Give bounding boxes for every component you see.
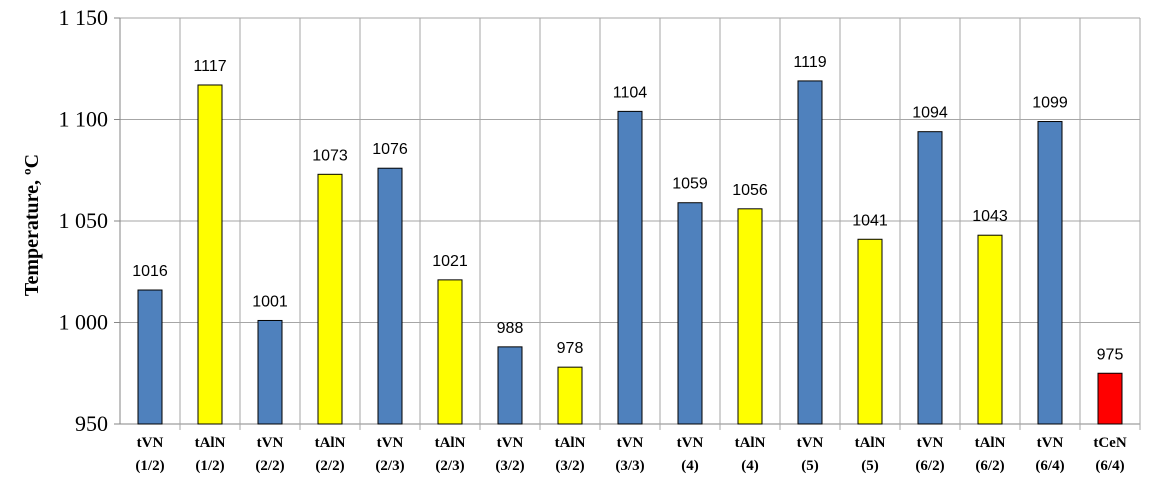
x-axis-ticks: tVN (1/2) tAlN (1/2) tVN (2/2) tAlN (2/2) tVN (2/… (135, 435, 1126, 474)
x-tick-label: tVN (917, 435, 944, 451)
data-label: 1016 (132, 263, 168, 280)
x-tick-label: (1/2) (135, 458, 164, 474)
bar (917, 131, 943, 425)
y-axis-ticks: 950 1 000 1 050 1 100 1 150 (59, 5, 109, 436)
bar (677, 202, 703, 425)
y-tick-label: 1 100 (59, 107, 109, 132)
bar (737, 208, 763, 425)
data-label: 1119 (793, 54, 826, 71)
y-tick-label: 1 150 (59, 5, 109, 30)
data-label: 1076 (372, 141, 408, 158)
data-label: 1059 (672, 176, 708, 193)
bar (437, 279, 463, 425)
x-tick-label: (6/4) (1035, 458, 1064, 474)
bar (977, 234, 1003, 425)
x-tick-label: (3/2) (495, 458, 524, 474)
x-tick-label: tVN (617, 435, 644, 451)
x-tick-label: (2/2) (315, 458, 344, 474)
x-tick-label: (3/2) (555, 458, 584, 474)
bar (1097, 372, 1123, 425)
data-label: 1117 (193, 58, 226, 75)
bar (557, 366, 583, 425)
data-label: 1099 (1032, 95, 1068, 112)
y-tick-label: 1 050 (59, 208, 109, 233)
x-tick-label: tVN (797, 435, 824, 451)
x-tick-label: (2/3) (375, 458, 404, 474)
data-label: 1073 (312, 147, 348, 164)
data-label: 978 (557, 340, 584, 357)
x-tick-label: (6/4) (1095, 458, 1124, 474)
x-tick-label: (5) (861, 458, 879, 474)
data-label: 1094 (912, 105, 948, 122)
bar (797, 80, 823, 425)
x-tick-label: (2/3) (435, 458, 464, 474)
x-tick-label: (2/2) (255, 458, 284, 474)
x-tick-label: tVN (137, 435, 164, 451)
data-label: 1001 (252, 293, 288, 310)
x-tick-label: (6/2) (915, 458, 944, 474)
chart-bars (137, 80, 1123, 425)
data-label: 975 (1097, 346, 1124, 363)
x-tick-label: tCeN (1093, 435, 1126, 451)
x-tick-label: tAlN (195, 435, 226, 451)
data-label: 1041 (852, 212, 888, 229)
bar (197, 84, 223, 425)
bar (617, 110, 643, 425)
chart-data-labels: 1016 1117 1001 1073 1076 1021 988 978 1104 1059 10… (132, 54, 1123, 363)
data-label: 1104 (613, 84, 648, 101)
bar (257, 319, 283, 425)
x-tick-label: (3/3) (615, 458, 644, 474)
x-tick-label: tAlN (315, 435, 346, 451)
x-tick-label: tAlN (555, 435, 586, 451)
x-tick-label: tVN (1037, 435, 1064, 451)
y-tick-label: 1 000 (59, 310, 109, 335)
x-tick-label: tVN (497, 435, 524, 451)
x-tick-label: (4) (681, 458, 699, 474)
x-tick-label: (4) (741, 458, 759, 474)
x-tick-label: (1/2) (195, 458, 224, 474)
bar (317, 173, 343, 425)
bar (857, 238, 883, 425)
x-tick-label: tVN (677, 435, 704, 451)
x-tick-label: tAlN (735, 435, 766, 451)
x-tick-label: tAlN (975, 435, 1006, 451)
data-label: 1056 (732, 182, 768, 199)
x-tick-label: tVN (377, 435, 404, 451)
y-tick-label: 950 (75, 411, 108, 436)
x-tick-label: (5) (801, 458, 819, 474)
data-label: 1021 (432, 253, 468, 270)
bar (137, 289, 163, 425)
data-label: 988 (497, 320, 524, 337)
x-tick-label: tAlN (435, 435, 466, 451)
data-label: 1043 (972, 208, 1008, 225)
y-axis-label: Temperature, ºC (21, 154, 43, 296)
x-tick-label: (6/2) (975, 458, 1004, 474)
bar (1037, 121, 1063, 425)
x-tick-label: tVN (257, 435, 284, 451)
x-tick-label: tAlN (855, 435, 886, 451)
bar (497, 346, 523, 425)
bar (377, 167, 403, 425)
